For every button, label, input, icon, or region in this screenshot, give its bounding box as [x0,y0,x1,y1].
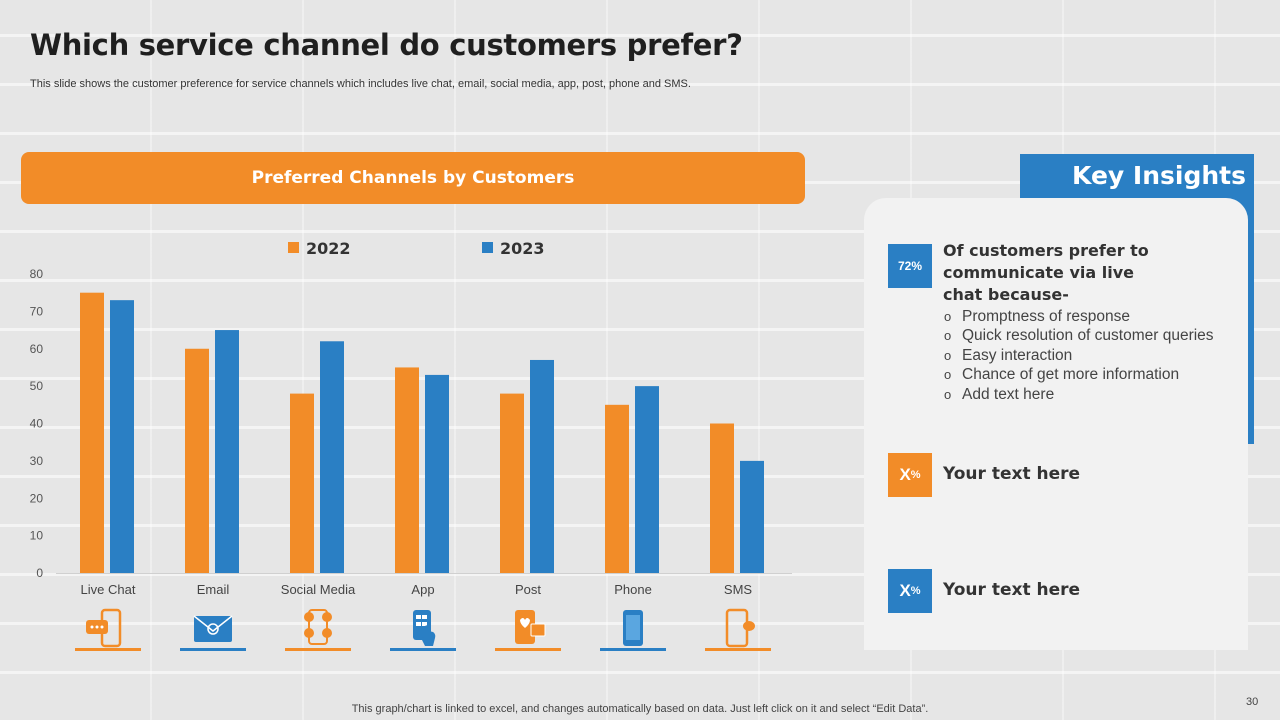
bar-chart: 0 10 20 30 40 50 60 70 80 2022 2023 Live Chat Email S… [30,239,792,651]
insight-point: Quick resolution of customer queries [944,326,1214,345]
key-insights-title: Key Insights [1072,161,1246,190]
bar-2023 [320,341,344,573]
legend-label: 2023 [500,239,545,258]
bar-2023 [635,386,659,573]
bar-2022 [395,367,419,573]
insight-text-2[interactable]: Your text here [943,464,1081,484]
y-tick-label: 70 [30,304,44,318]
bar-2022 [710,423,734,573]
icon-underline [180,648,246,651]
bar-2022 [185,348,209,573]
page-subtitle: This slide shows the customer preference… [30,78,691,90]
insight-point: Promptness of response [944,307,1214,326]
legend-swatch [288,242,299,253]
x-tick-label: Social Media [281,582,356,597]
social-media-icon [304,609,332,645]
y-tick-label: 60 [30,342,44,356]
app-touch-icon [413,610,436,646]
chart-header: Preferred Channels by Customers [21,152,805,204]
bar-2023 [425,374,449,573]
x-tick-label: App [411,582,434,597]
insight-badge-3-value: X [899,581,911,600]
bar-2023 [740,460,764,573]
bar-2023 [530,359,554,573]
post-icon [515,610,546,644]
x-tick-label: Live Chat [81,582,136,597]
bar-2023 [110,300,134,573]
sms-icon [725,608,755,648]
phone-icon [623,610,643,646]
insight-text-3[interactable]: Your text here [943,580,1081,600]
page-title: Which service channel do customers prefe… [30,28,743,62]
x-tick-label: Phone [614,582,652,597]
bar-2022 [290,393,314,573]
y-tick-label: 50 [30,379,44,393]
y-tick-label: 40 [30,417,44,431]
x-tick-label: Post [515,582,541,597]
insight-badge-2-value: X [899,465,911,484]
icon-underline [75,648,141,651]
insight-badge-2-unit: % [910,469,921,481]
insight-point: Easy interaction [944,346,1214,365]
icon-underline [390,648,456,651]
insight-point: Chance of get more information [944,365,1214,384]
bar-2022 [80,292,104,573]
insight-badge-main: 72% [888,244,932,288]
x-tick-label: SMS [724,582,753,597]
icon-underline [495,648,561,651]
phone-chat-icon [86,608,122,648]
y-tick-label: 30 [30,454,44,468]
y-tick-label: 0 [36,566,43,580]
bar-2023 [215,330,239,573]
icon-underline [285,648,351,651]
y-tick-label: 20 [30,491,44,505]
bar-2022 [605,404,629,573]
insight-points: Promptness of response Quick resolution … [944,307,1214,404]
insight-heading: Of customers prefer to communicate via l… [943,241,1149,304]
bar-2022 [500,393,524,573]
x-tick-label: Email [197,582,230,597]
legend-swatch [482,242,493,253]
email-icon [193,615,233,642]
legend-label: 2022 [306,239,351,258]
y-tick-label: 80 [30,267,44,281]
insight-badge-3-unit: % [910,585,921,597]
y-tick-label: 10 [30,529,44,543]
insight-badge-3: X% [888,569,932,613]
footnote: This graph/chart is linked to excel, and… [351,703,929,715]
icon-underline [705,648,771,651]
insight-point: Add text here [944,385,1214,404]
page-number: 30 [1246,696,1259,708]
icon-underline [600,648,666,651]
insight-badge-2: X% [888,453,932,497]
